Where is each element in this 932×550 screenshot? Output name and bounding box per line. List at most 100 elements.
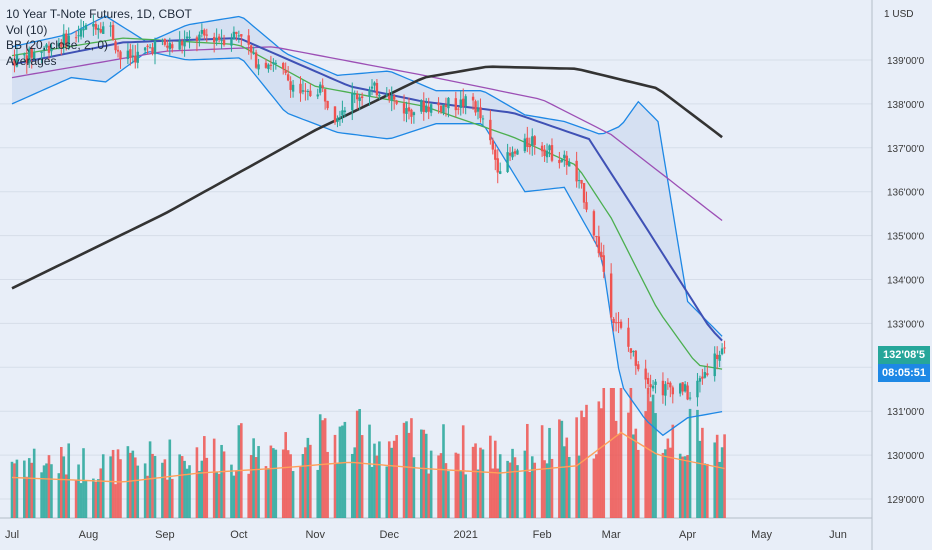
volume-bar: [136, 465, 140, 518]
volume-bar: [79, 483, 83, 518]
candle-body: [644, 368, 647, 380]
candle-body: [392, 95, 396, 100]
candle-body: [634, 350, 638, 366]
candle-body: [422, 101, 425, 112]
volume-bar: [281, 449, 285, 518]
candle-body: [50, 47, 53, 52]
time-axis[interactable]: Jul Aug Sep Oct Nov Dec 2021 Feb Mar Apr May Jun: [5, 529, 847, 541]
candle-body: [67, 35, 70, 47]
candle-body: [429, 104, 433, 113]
volume-bar: [646, 388, 650, 518]
volume-bar: [96, 479, 100, 518]
volume-bar: [370, 466, 374, 518]
volume-bar: [299, 466, 302, 518]
price-tick-label: 137'00'0: [887, 144, 925, 155]
volume-bar: [375, 455, 379, 518]
volume-bar: [523, 450, 527, 518]
candle-body: [543, 149, 546, 156]
volume-bar: [429, 450, 433, 518]
legend-bollinger[interactable]: BB (20, close, 2, 0): [6, 38, 109, 52]
volume-bar: [619, 388, 623, 518]
candle-body: [661, 380, 665, 396]
volume-bar: [387, 441, 391, 518]
time-tick-label: Jun: [829, 529, 847, 541]
candle-body: [526, 137, 529, 147]
volume-bar: [291, 471, 295, 518]
volume-bar: [27, 458, 31, 518]
volume-bar: [64, 474, 68, 518]
candle-body: [437, 102, 440, 106]
candle-body: [447, 97, 450, 109]
candle-body: [222, 39, 226, 45]
volume-bar: [203, 436, 206, 518]
candle-body: [249, 45, 253, 53]
candle-body: [183, 40, 186, 47]
candle-body: [627, 327, 630, 347]
candle-body: [286, 74, 290, 81]
candle-body: [32, 52, 36, 59]
candle-body: [585, 202, 588, 210]
candle-body: [306, 91, 310, 93]
volume-bars: [10, 388, 726, 518]
candle-body: [358, 97, 361, 102]
legend-title[interactable]: 10 Year T-Note Futures, 1D, CBOT: [6, 7, 192, 21]
volume-bar: [402, 422, 406, 518]
volume-bar: [558, 419, 561, 518]
candle-body: [462, 98, 465, 107]
volume-bar: [237, 425, 241, 518]
candle-body: [10, 59, 14, 61]
time-tick-label: May: [751, 529, 772, 541]
volume-bar: [368, 424, 371, 518]
candle-body: [131, 55, 135, 57]
volume-bar: [217, 473, 221, 518]
candle-body: [508, 152, 512, 156]
price-axis[interactable]: 129'00'0130'00'0131'00'0132'00'0133'00'0…: [887, 56, 925, 506]
candle-body: [203, 29, 206, 36]
legend-averages[interactable]: Averages: [6, 53, 57, 68]
volume-bar: [230, 464, 233, 518]
candle-body: [444, 104, 448, 107]
volume-bar: [686, 454, 689, 518]
currency-label[interactable]: 1 USD: [884, 9, 913, 20]
volume-bar: [424, 433, 428, 518]
candle-body: [395, 100, 398, 104]
time-tick-label: Aug: [79, 529, 99, 541]
time-tick-label: Feb: [533, 529, 552, 541]
candle-body: [60, 42, 63, 47]
candle-body: [25, 55, 28, 64]
volume-bar: [301, 454, 305, 518]
candle-body: [600, 251, 603, 257]
candle-body: [683, 384, 687, 392]
volume-bar: [651, 394, 655, 518]
volume-bar: [143, 463, 147, 518]
volume-bar: [644, 411, 647, 518]
volume-bar: [170, 478, 174, 518]
legend-volume[interactable]: Vol (10): [6, 22, 48, 37]
volume-bar: [530, 456, 534, 518]
volume-bar: [597, 401, 601, 518]
volume-bar: [99, 468, 103, 518]
volume-bar: [496, 468, 500, 518]
volume-bar: [678, 453, 682, 518]
volume-bar: [286, 450, 290, 518]
candle-body: [240, 34, 243, 37]
candle-body: [681, 382, 684, 392]
volume-bar: [575, 417, 578, 518]
volume-bar: [602, 388, 606, 518]
volume-bar: [183, 460, 186, 518]
candle-body: [375, 82, 379, 96]
candle-body: [143, 47, 147, 51]
candle-body: [360, 96, 364, 99]
candle-body: [99, 29, 102, 33]
candle-body: [494, 149, 497, 160]
candle-body: [171, 44, 174, 49]
volume-bar: [129, 452, 132, 518]
volume-bar: [585, 404, 588, 518]
volume-bar: [166, 479, 169, 518]
candle-body: [94, 23, 98, 30]
volume-bar: [563, 446, 566, 518]
volume-bar: [40, 472, 43, 518]
volume-bar: [582, 417, 586, 518]
candle-body: [368, 89, 371, 97]
